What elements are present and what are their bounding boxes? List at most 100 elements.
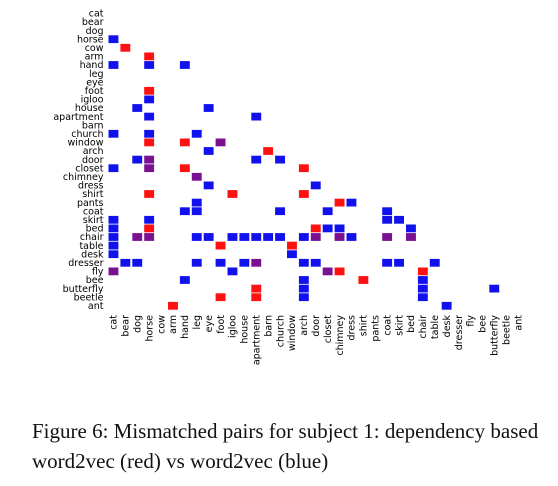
matrix-cell-red [298, 190, 309, 198]
row-label: apartment [53, 112, 103, 123]
matrix-cell-purple [144, 164, 155, 173]
matrix-cell-blue [275, 233, 285, 241]
column-label: chair [418, 315, 429, 339]
matrix-cell-purple [251, 258, 262, 267]
column-label: closet [323, 315, 334, 343]
row-label: igloo [81, 95, 104, 106]
matrix-cell-red [334, 267, 345, 276]
column-label: door [311, 315, 322, 337]
column-label: leg [192, 315, 203, 330]
matrix-cell-blue [132, 155, 143, 164]
matrix-cell-red [215, 241, 226, 250]
row-label: beetle [74, 292, 104, 303]
row-label: bear [82, 17, 104, 28]
column-label: eye [204, 315, 215, 332]
matrix-cell-purple [108, 267, 119, 276]
matrix-cell-blue [382, 258, 393, 267]
matrix-cell-purple [334, 233, 345, 241]
matrix-cell-blue [382, 215, 393, 224]
column-label: horse [144, 315, 155, 342]
matrix-cell-purple [144, 233, 155, 241]
matrix-cell-blue [406, 224, 416, 233]
row-label: pants [77, 198, 104, 209]
column-label: chimney [335, 315, 346, 356]
row-label: hand [80, 60, 104, 71]
column-label: table [430, 315, 441, 339]
matrix-cell-blue [227, 233, 238, 241]
row-label: fly [92, 267, 104, 278]
mismatch-matrix-figure: catbeardoghorsecowarmhandlegeyefootigloo… [53, 9, 525, 366]
column-label: window [287, 315, 298, 351]
row-label: skirt [83, 215, 104, 226]
column-label: bee [478, 315, 489, 333]
matrix-cell-blue [346, 198, 357, 207]
column-labels: cat bear dog horse cow arm hand leg eye foot igloo… [109, 315, 525, 366]
column-label: arm [168, 315, 179, 334]
column-label: bed [406, 315, 417, 333]
matrix-cell-blue [394, 258, 404, 267]
matrix-cell-purple [215, 138, 226, 147]
matrix-cell-blue [203, 147, 214, 155]
matrix-cell-blue [441, 301, 452, 310]
matrix-cell-red [251, 293, 262, 302]
matrix-cell-blue [251, 112, 262, 121]
matrix-cell-blue [203, 181, 214, 190]
column-label: dog [132, 315, 143, 333]
matrix-cell-purple [310, 233, 321, 241]
matrix-cell-red [144, 224, 155, 233]
matrix-cell-blue [287, 250, 297, 259]
row-label: arm [85, 52, 104, 63]
row-label: desk [81, 249, 104, 260]
row-label: coat [83, 206, 104, 217]
column-label: church [275, 315, 286, 347]
matrix-cell-blue [251, 233, 262, 241]
column-label: igloo [228, 315, 239, 338]
matrix-cell-blue [239, 233, 250, 241]
matrix-cell-blue [417, 276, 428, 284]
matrix-cell-blue [298, 276, 309, 284]
column-label: cat [109, 315, 120, 330]
row-label: butterfly [63, 284, 104, 295]
matrix-cell-blue [394, 215, 404, 224]
matrix-cell-red [215, 293, 226, 302]
matrix-cell-blue [144, 215, 155, 224]
column-label: foot [216, 315, 227, 334]
column-label: pants [370, 315, 381, 342]
matrix-cell-blue [144, 112, 155, 121]
matrix-cell-blue [382, 207, 393, 216]
matrix-cell-blue [203, 104, 214, 112]
matrix-cell-red [251, 284, 262, 293]
matrix-cell-blue [298, 258, 309, 267]
matrix-cell-blue [191, 233, 202, 241]
matrix-cell-red [144, 138, 155, 147]
column-label: shirt [359, 315, 370, 337]
matrix-cell-blue [251, 155, 262, 164]
matrix-cell-purple [322, 267, 333, 276]
matrix-cell-blue [191, 258, 202, 267]
column-label: ant [513, 315, 524, 331]
matrix-cell-blue [429, 258, 440, 267]
row-label: bed [86, 224, 104, 235]
matrix-cell-blue [227, 267, 238, 276]
row-label: bee [86, 275, 104, 286]
matrix-cell-red [298, 164, 309, 173]
matrix-cell-blue [310, 258, 321, 267]
column-label: desk [442, 315, 453, 338]
matrix-cell-red [417, 267, 428, 276]
row-label: window [67, 138, 103, 149]
matrix-cell-purple [144, 155, 155, 164]
column-label: cow [156, 315, 167, 334]
matrix-cell-purple [382, 233, 393, 241]
matrix-cell-blue [132, 258, 143, 267]
column-label: fly [466, 315, 477, 327]
matrix-cell-red [144, 86, 155, 95]
matrix-cell-blue [215, 258, 226, 267]
column-label: apartment [251, 315, 262, 365]
matrix-cell-red [263, 147, 274, 155]
matrix-cell-blue [108, 250, 119, 259]
row-label: church [71, 129, 103, 140]
matrix-cell-purple [191, 172, 202, 181]
matrix-cell-purple [406, 233, 416, 241]
matrix-cell-blue [108, 164, 119, 173]
matrix-cell-blue [239, 258, 250, 267]
